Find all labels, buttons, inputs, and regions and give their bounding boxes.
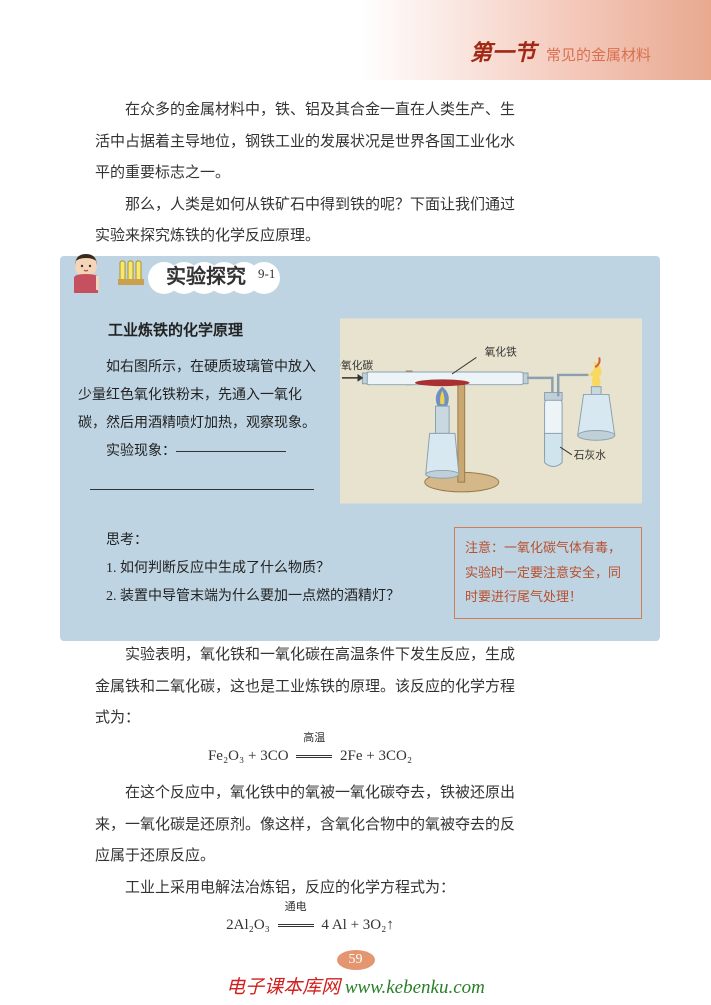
- think-label: 思考：: [106, 533, 148, 548]
- fe2o3-label: 氧化铁: [485, 345, 517, 358]
- lime-label: 石灰水: [574, 449, 606, 462]
- section-number: 第一节: [470, 35, 536, 67]
- body-p3: 工业上采用电解法冶炼铝，反应的化学方程式为：: [95, 873, 525, 905]
- student-avatar-icon: [60, 248, 112, 300]
- body-p1: 实验表明，氧化铁和一氧化碳在高温条件下发生反应，生成金属铁和二氧化碳，这也是工业…: [95, 640, 525, 735]
- body-text: 实验表明，氧化铁和一氧化碳在高温条件下发生反应，生成金属铁和二氧化碳，这也是工业…: [95, 640, 525, 948]
- blank-line-1: [176, 451, 286, 452]
- page-number: 59: [337, 950, 375, 970]
- eq1-left: Fe₂O₃ + 3CO: [208, 748, 289, 764]
- header: 第一节 常见的金属材料: [470, 35, 651, 67]
- co-label: 一氧化碳: [340, 359, 373, 372]
- eq1-right: 2Fe + 3CO₂: [340, 748, 412, 764]
- watermark-url: www.kebenku.com: [345, 977, 485, 998]
- page-container: 第一节 常见的金属材料 在众多的金属材料中，铁、铝及其合金一直在人类生产、生活中…: [0, 0, 711, 1005]
- intro-p1: 在众多的金属材料中，铁、铝及其合金一直在人类生产、生活中占据着主导地位，钢铁工业…: [95, 95, 515, 190]
- experiment-header: 实验探究 9-1: [60, 248, 275, 300]
- section-name: 常见的金属材料: [546, 44, 651, 65]
- intro-text: 在众多的金属材料中，铁、铝及其合金一直在人类生产、生活中占据着主导地位，钢铁工业…: [95, 95, 515, 253]
- equation-2: 2Al₂O₃ 通电 4 Al + 3O₂↑: [95, 910, 525, 942]
- result-label: 实验现象：: [106, 444, 176, 459]
- watermark: 电子课本库网 www.kebenku.com: [226, 972, 485, 999]
- eq2-left: 2Al₂O₃: [226, 917, 270, 933]
- eq2-right: 4 Al + 3O₂↑: [321, 917, 393, 933]
- question-1: 1. 如何判断反应中生成了什么物质？: [78, 555, 436, 583]
- experiment-questions: 思考： 1. 如何判断反应中生成了什么物质？ 2. 装置中导管末端为什么要加一点…: [78, 527, 436, 619]
- equation-1: Fe₂O₃ + 3CO 高温 2Fe + 3CO₂: [95, 741, 525, 773]
- blank-line-2: [90, 472, 313, 490]
- question-2: 2. 装置中导管末端为什么要加一点燃的酒精灯？: [78, 583, 436, 611]
- eq1-condition: 高温: [296, 741, 332, 773]
- experiment-result-line: 实验现象：: [78, 438, 326, 466]
- intro-p2: 那么，人类是如何从铁矿石中得到铁的呢？下面让我们通过实验来探究炼铁的化学反应原理…: [95, 190, 515, 253]
- apparatus-icon: 一氧化碳 氧化铁: [340, 316, 642, 506]
- experiment-box: 实验探究 9-1 工业炼铁的化学原理 如右图所示，在硬质玻璃管中放入少量红色氧化…: [60, 256, 660, 641]
- experiment-diagram: 一氧化碳 氧化铁: [340, 316, 642, 511]
- experiment-subtitle: 工业炼铁的化学原理: [78, 316, 326, 346]
- warning-box: 注意：一氧化碳气体有毒，实验时一定要注意安全，同时要进行尾气处理！: [454, 527, 642, 619]
- eq2-condition: 通电: [278, 910, 314, 942]
- test-tubes-icon: [118, 259, 144, 289]
- experiment-body: 工业炼铁的化学原理 如右图所示，在硬质玻璃管中放入少量红色氧化铁粉末，先通入一氧…: [78, 316, 642, 511]
- experiment-left-text: 工业炼铁的化学原理 如右图所示，在硬质玻璃管中放入少量红色氧化铁粉末，先通入一氧…: [78, 316, 326, 511]
- experiment-lower: 思考： 1. 如何判断反应中生成了什么物质？ 2. 装置中导管末端为什么要加一点…: [78, 527, 642, 619]
- experiment-title-cloud: 实验探究 9-1: [154, 260, 275, 289]
- body-p2: 在这个反应中，氧化铁中的氧被一氧化碳夺去，铁被还原出来，一氧化碳是还原剂。像这样…: [95, 778, 525, 873]
- watermark-site: 电子课本库网: [226, 977, 340, 998]
- experiment-title: 实验探究: [154, 260, 258, 289]
- experiment-number: 9-1: [258, 266, 275, 282]
- experiment-description: 如右图所示，在硬质玻璃管中放入少量红色氧化铁粉末，先通入一氧化碳，然后用酒精喷灯…: [78, 354, 326, 438]
